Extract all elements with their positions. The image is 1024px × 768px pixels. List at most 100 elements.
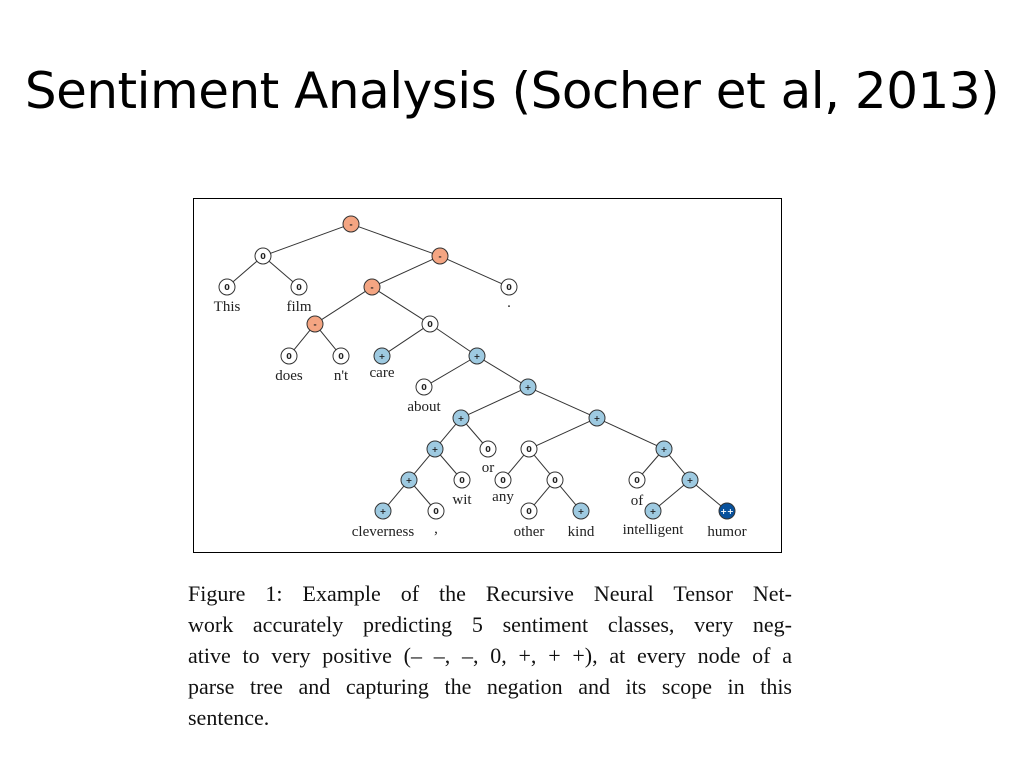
sentiment-node-label: 0: [506, 283, 512, 292]
tree-edge: [378, 290, 424, 321]
tree-edge: [358, 226, 433, 254]
tree-node: 0: [254, 247, 272, 265]
sentiment-node-label: 0: [485, 445, 491, 454]
sentiment-node-label: -: [313, 320, 316, 329]
sentiment-node-circle: [280, 347, 298, 365]
tree-edge: [695, 484, 722, 507]
sentiment-node-circle: [520, 502, 538, 520]
leaf-word-label: .: [507, 295, 511, 311]
tree-node: +: [519, 378, 537, 396]
sentiment-node-circle: [628, 471, 646, 489]
sentiment-node-label: +: [578, 507, 585, 516]
leaf-word-label: of: [631, 493, 644, 509]
tree-edge: [641, 454, 660, 475]
sentiment-node-circle: [431, 247, 449, 265]
tree-nodes: -0 -0 0-0- 00 0 + +0 ++ ++ 0 0 ++ 0 0 0 0 ++ 0 0 + + ++: [218, 215, 736, 520]
tree-node: +: [681, 471, 699, 489]
tree-node: +: [572, 502, 590, 520]
sentiment-node-label: +: [432, 445, 439, 454]
sentiment-node-label: -: [438, 252, 441, 261]
tree-edge: [439, 423, 457, 444]
leaf-word-label: cleverness: [352, 524, 415, 540]
tree-edge: [468, 389, 521, 416]
sentiment-node-label: 0: [552, 476, 558, 485]
tree-node: +: [588, 409, 606, 427]
sentiment-node-label: +: [525, 383, 532, 392]
sentiment-node-circle: [415, 378, 433, 396]
parse-tree-figure: -0-0 0-0-0 0 0 + +0 + + + +0 0 + +0 0 0 0 + +0 0 + + ++ This f…: [193, 198, 782, 553]
caption-line: ative to very positive (– –, –, 0, +, + …: [188, 643, 792, 668]
tree-edge: [268, 260, 294, 283]
leaf-word-label: kind: [568, 524, 595, 540]
tree-edge: [604, 420, 657, 447]
tree-edge: [321, 290, 366, 321]
sentiment-node-label: 0: [224, 283, 230, 292]
sentiment-node-circle: [546, 471, 564, 489]
tree-node: +: [400, 471, 418, 489]
sentiment-node-circle: [453, 471, 471, 489]
sentiment-node-label: 0: [433, 507, 439, 516]
tree-edge: [319, 329, 337, 351]
tree-node: -: [306, 315, 324, 333]
sentiment-node-circle: [426, 440, 444, 458]
sentiment-node-circle: [718, 502, 736, 520]
sentiment-node-label: +: [594, 414, 601, 423]
sentiment-node-circle: [572, 502, 590, 520]
sentiment-node-label: +: [474, 352, 481, 361]
sentiment-node-circle: [363, 278, 381, 296]
sentiment-node-label: 0: [526, 507, 532, 516]
sentiment-node-circle: [519, 378, 537, 396]
tree-node: 0: [479, 440, 497, 458]
leaf-word-label: about: [407, 399, 441, 415]
sentiment-node-label: 0: [286, 352, 292, 361]
tree-edge: [533, 485, 551, 506]
tree-node: +: [426, 440, 444, 458]
leaf-word-label: or: [482, 460, 495, 476]
tree-node: ++: [718, 502, 736, 520]
sentiment-node-circle: [427, 502, 445, 520]
tree-edge: [559, 485, 577, 506]
leaf-word-label: This: [214, 299, 241, 315]
tree-edge: [270, 226, 344, 254]
sentiment-node-label: +: [379, 352, 386, 361]
tree-node: 0: [494, 471, 512, 489]
sentiment-node-circle: [644, 502, 662, 520]
sentiment-node-label: +: [661, 445, 668, 454]
leaf-word-label: n't: [334, 368, 349, 384]
tree-edge: [439, 454, 458, 475]
sentiment-node-label: 0: [421, 383, 427, 392]
sentiment-node-label: +: [458, 414, 465, 423]
leaf-word-label: film: [287, 299, 312, 315]
sentiment-node-label: 0: [500, 476, 506, 485]
sentiment-node-circle: [479, 440, 497, 458]
sentiment-node-label: ++: [720, 507, 733, 516]
figure-caption: Figure 1: Example of the Recursive Neura…: [188, 578, 792, 733]
tree-node: +: [373, 347, 391, 365]
sentiment-node-label: -: [349, 220, 352, 229]
sentiment-node-circle: [500, 278, 518, 296]
tree-node: +: [644, 502, 662, 520]
sentiment-node-label: -: [370, 283, 373, 292]
leaf-word-label: any: [492, 489, 514, 505]
sentiment-node-circle: [520, 440, 538, 458]
tree-node: 0: [520, 502, 538, 520]
caption-line: Figure 1: Example of the Recursive Neura…: [188, 581, 792, 606]
tree-node: 0: [421, 315, 439, 333]
tree-node: -: [431, 247, 449, 265]
tree-node: 0: [415, 378, 433, 396]
tree-node: 0: [290, 278, 308, 296]
tree-edge: [413, 485, 432, 506]
tree-edge: [387, 485, 405, 506]
sentiment-node-circle: [452, 409, 470, 427]
sentiment-node-label: 0: [260, 252, 266, 261]
tree-edge: [232, 260, 258, 283]
tree-node: 0: [520, 440, 538, 458]
tree-edge: [465, 423, 484, 444]
sentiment-node-label: 0: [634, 476, 640, 485]
sentiment-node-circle: [421, 315, 439, 333]
tree-node: 0: [427, 502, 445, 520]
sentiment-node-label: 0: [459, 476, 465, 485]
tree-node: 0: [332, 347, 350, 365]
tree-edge: [436, 328, 471, 352]
